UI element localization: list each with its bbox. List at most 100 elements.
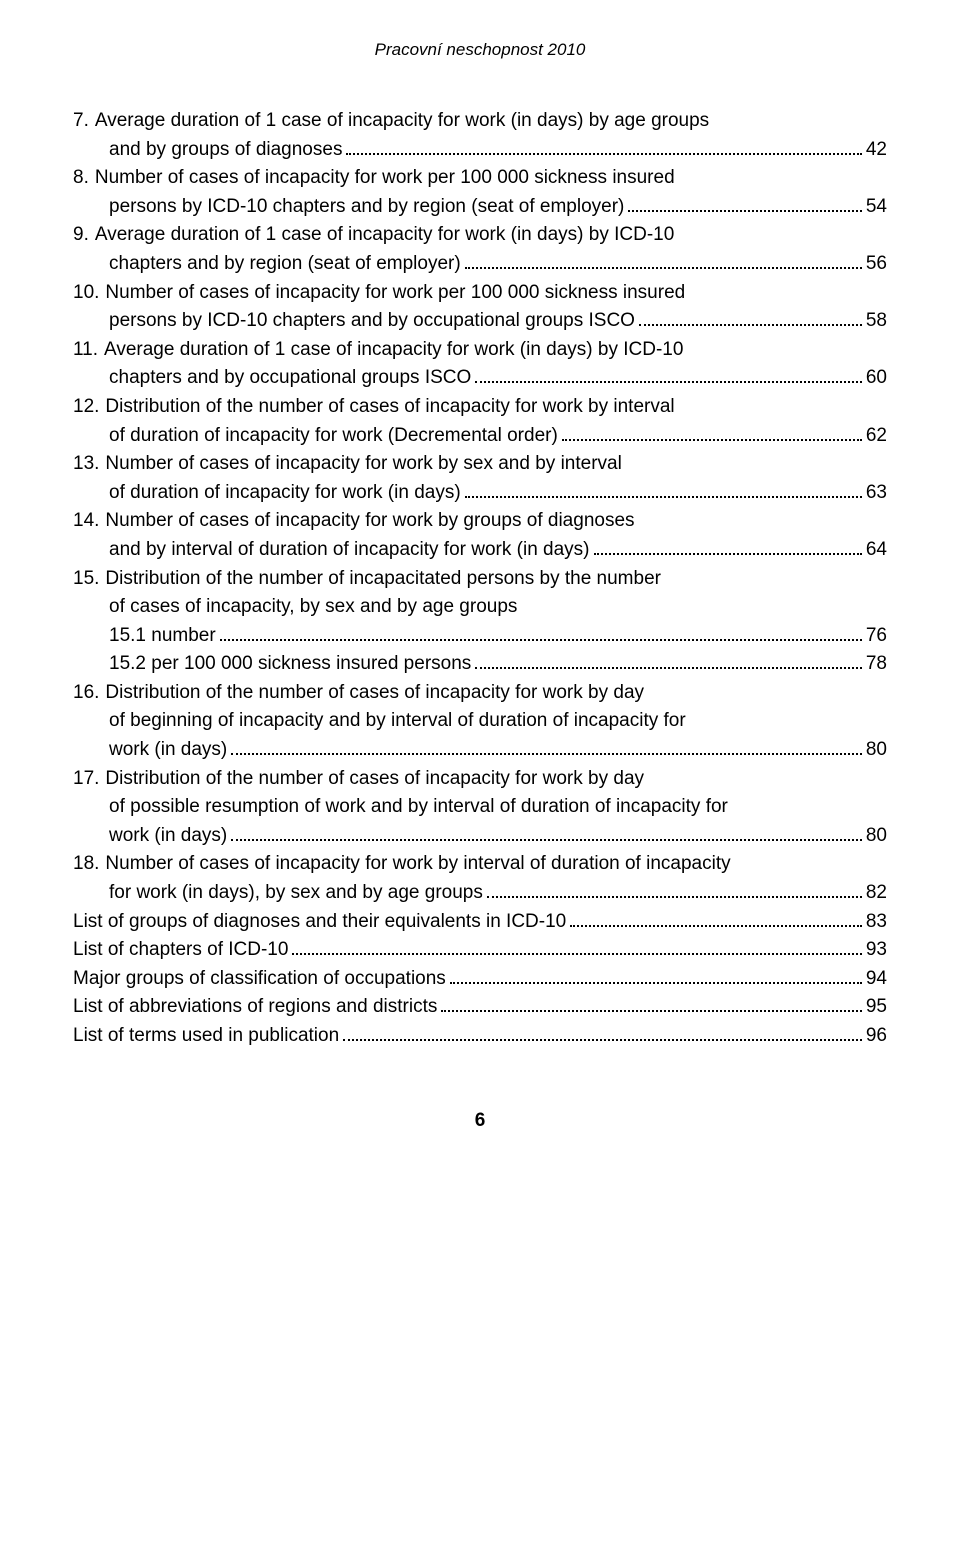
toc-row: of possible resumption of work and by in… [73, 794, 887, 821]
toc-leader-dots [639, 324, 862, 326]
toc-entry-number: 15. [73, 566, 99, 593]
toc-entry-page: 54 [866, 194, 887, 221]
toc-row: 15.Distribution of the number of incapac… [73, 566, 887, 593]
toc-row: 8.Number of cases of incapacity for work… [73, 165, 887, 192]
toc-entry-text: Average duration of 1 case of incapacity… [89, 108, 709, 135]
toc-entry-text: and by interval of duration of incapacit… [109, 537, 590, 564]
toc-entry-text: of duration of incapacity for work (Decr… [109, 423, 558, 450]
toc-entry-text: of possible resumption of work and by in… [109, 794, 728, 821]
table-of-contents: 7.Average duration of 1 case of incapaci… [73, 108, 887, 1050]
toc-leader-dots [628, 210, 861, 212]
toc-entry-page: 80 [866, 737, 887, 764]
toc-leader-dots [570, 925, 862, 927]
toc-row: of duration of incapacity for work (Decr… [73, 423, 887, 450]
toc-appendix-entry: List of terms used in publication 96 [73, 1023, 887, 1050]
toc-entry-number: 11. [73, 337, 98, 364]
toc-entry-text: Number of cases of incapacity for work p… [89, 165, 675, 192]
toc-entry: 14.Number of cases of incapacity for wor… [73, 508, 887, 563]
toc-entry-text: chapters and by region (seat of employer… [109, 251, 461, 278]
toc-appendix-page: 83 [866, 909, 887, 936]
toc-row: for work (in days), by sex and by age gr… [73, 880, 887, 907]
toc-leader-dots [231, 839, 862, 841]
toc-entry-text: Number of cases of incapacity for work b… [99, 451, 621, 478]
toc-leader-dots [343, 1039, 862, 1041]
toc-entry-text: Number of cases of incapacity for work b… [99, 851, 730, 878]
toc-entry-text: Distribution of the number of incapacita… [99, 566, 661, 593]
toc-entry-number: 12. [73, 394, 99, 421]
toc-entry: 9.Average duration of 1 case of incapaci… [73, 222, 887, 277]
toc-appendix-entry: List of groups of diagnoses and their eq… [73, 909, 887, 936]
toc-row: 9.Average duration of 1 case of incapaci… [73, 222, 887, 249]
toc-leader-dots [465, 496, 862, 498]
toc-leader-dots [475, 381, 862, 383]
toc-leader-dots [231, 753, 862, 755]
toc-leader-dots [562, 439, 862, 441]
toc-entry: 11.Average duration of 1 case of incapac… [73, 337, 887, 392]
toc-entry-text: Average duration of 1 case of incapacity… [98, 337, 683, 364]
toc-row: work (in days) 80 [73, 737, 887, 764]
toc-entry-text: of beginning of incapacity and by interv… [109, 708, 686, 735]
toc-entry-number: 8. [73, 165, 89, 192]
toc-row: 18.Number of cases of incapacity for wor… [73, 851, 887, 878]
toc-entry-page: 80 [866, 823, 887, 850]
page-number: 6 [73, 1110, 887, 1132]
toc-row: 7.Average duration of 1 case of incapaci… [73, 108, 887, 135]
toc-leader-dots [346, 153, 861, 155]
toc-leader-dots [487, 896, 862, 898]
toc-leader-dots [441, 1010, 862, 1012]
toc-entry-text: Distribution of the number of cases of i… [99, 766, 644, 793]
toc-appendix-label: List of terms used in publication [73, 1023, 339, 1050]
toc-appendix-entry: List of abbreviations of regions and dis… [73, 994, 887, 1021]
toc-appendix-entry: List of chapters of ICD-1093 [73, 937, 887, 964]
toc-leader-dots [220, 639, 862, 641]
toc-entry: 15.Distribution of the number of incapac… [73, 566, 887, 678]
toc-leader-dots [594, 553, 862, 555]
toc-row: persons by ICD-10 chapters and by region… [73, 194, 887, 221]
toc-row: 17.Distribution of the number of cases o… [73, 766, 887, 793]
toc-leader-dots [465, 267, 862, 269]
toc-entry: 7.Average duration of 1 case of incapaci… [73, 108, 887, 163]
toc-entry: 12.Distribution of the number of cases o… [73, 394, 887, 449]
toc-entry-text: Distribution of the number of cases of i… [99, 394, 674, 421]
toc-row: 10.Number of cases of incapacity for wor… [73, 280, 887, 307]
toc-row: 12.Distribution of the number of cases o… [73, 394, 887, 421]
toc-entry-text: Number of cases of incapacity for work p… [99, 280, 685, 307]
toc-entry-text: Distribution of the number of cases of i… [99, 680, 644, 707]
toc-row: 13.Number of cases of incapacity for wor… [73, 451, 887, 478]
toc-row: chapters and by region (seat of employer… [73, 251, 887, 278]
toc-row: of cases of incapacity, by sex and by ag… [73, 594, 887, 621]
toc-entry: 13.Number of cases of incapacity for wor… [73, 451, 887, 506]
toc-entry-text: work (in days) [109, 737, 227, 764]
toc-row: of beginning of incapacity and by interv… [73, 708, 887, 735]
toc-entry-text: persons by ICD-10 chapters and by region… [109, 194, 624, 221]
toc-entry-number: 16. [73, 680, 99, 707]
toc-subentry-label: 15.2 per 100 000 sickness insured person… [109, 651, 471, 678]
toc-entry-number: 18. [73, 851, 99, 878]
toc-appendix-page: 96 [866, 1023, 887, 1050]
toc-entry-page: 62 [866, 423, 887, 450]
toc-row: of duration of incapacity for work (in d… [73, 480, 887, 507]
toc-entry: 16.Distribution of the number of cases o… [73, 680, 887, 764]
toc-leader-dots [292, 953, 861, 955]
toc-entry: 17.Distribution of the number of cases o… [73, 766, 887, 850]
toc-subentry-page: 76 [866, 623, 887, 650]
toc-entry-number: 14. [73, 508, 99, 535]
toc-entry-text: chapters and by occupational groups ISCO [109, 365, 471, 392]
toc-row: work (in days)80 [73, 823, 887, 850]
toc-entry-number: 17. [73, 766, 99, 793]
toc-entry-text: of duration of incapacity for work (in d… [109, 480, 461, 507]
toc-row: persons by ICD-10 chapters and by occupa… [73, 308, 887, 335]
toc-entry-page: 56 [866, 251, 887, 278]
toc-entry-page: 60 [866, 365, 887, 392]
toc-subentry: 15.1 number76 [73, 623, 887, 650]
toc-subentry: 15.2 per 100 000 sickness insured person… [73, 651, 887, 678]
toc-row: 14.Number of cases of incapacity for wor… [73, 508, 887, 535]
toc-entry-page: 58 [866, 308, 887, 335]
toc-row: and by groups of diagnoses42 [73, 137, 887, 164]
toc-entry: 10.Number of cases of incapacity for wor… [73, 280, 887, 335]
toc-entry-number: 13. [73, 451, 99, 478]
toc-entry: 8.Number of cases of incapacity for work… [73, 165, 887, 220]
toc-appendix-label: List of abbreviations of regions and dis… [73, 994, 437, 1021]
toc-entry-number: 9. [73, 222, 89, 249]
toc-entry-number: 7. [73, 108, 89, 135]
